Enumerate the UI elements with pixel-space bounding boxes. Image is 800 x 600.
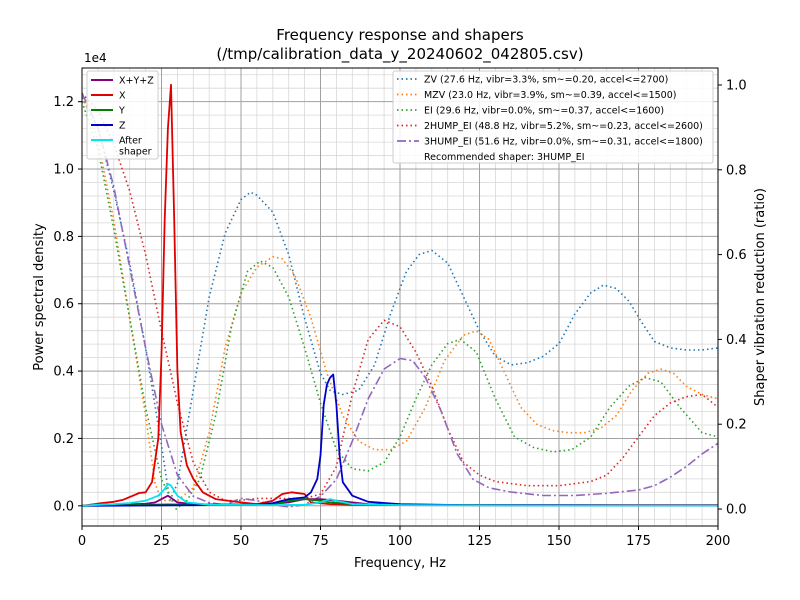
tick-layer: 0 25 50 75 100 125 150 175 200 0.0 0.2 0.4 0.6 0.8 1.0… — [53, 78, 746, 549]
legend-psd-label: Z — [119, 121, 126, 132]
x-tick-label: 100 — [388, 534, 413, 549]
y2-tick-label: 1.0 — [726, 78, 747, 93]
x-tick-label: 175 — [626, 534, 651, 549]
legend-psd-label: X+Y+Z — [119, 76, 154, 87]
y2-tick-label: 0.0 — [726, 503, 747, 518]
legend-shapers-box — [392, 70, 714, 164]
legend-psd-label: shaper — [119, 147, 152, 158]
legend-shaper-label: EI (29.6 Hz, vibr=0.0%, sm~=0.37, accel<… — [424, 106, 664, 117]
legend-shaper-label: ZV (27.6 Hz, vibr=3.3%, sm~=0.20, accel<… — [424, 75, 668, 86]
y2-tick-label: 0.8 — [726, 163, 747, 178]
y-multiplier: 1e4 — [84, 51, 107, 65]
y-tick-label: 0.8 — [53, 230, 74, 245]
legend-shaper-label: MZV (23.0 Hz, vibr=3.9%, sm~=0.39, accel… — [424, 90, 676, 101]
y-tick-label: 1.2 — [53, 95, 74, 110]
shaper-line-4 — [81, 93, 719, 508]
legend-psd-label: X — [119, 91, 126, 102]
y2-tick-label: 0.2 — [726, 418, 747, 433]
legend-psd-label: Y — [118, 106, 125, 117]
series-layer — [81, 83, 719, 510]
legend-psd-label: After — [119, 136, 142, 147]
psd-line-1 — [81, 83, 718, 507]
shaper-line-2 — [81, 101, 719, 510]
psd-line-4 — [81, 483, 718, 507]
x-tick-label: 0 — [78, 534, 86, 549]
x-tick-label: 75 — [312, 534, 329, 549]
psd-line-3 — [81, 373, 719, 507]
x-tick-label: 150 — [547, 534, 572, 549]
x-tick-label: 25 — [153, 534, 170, 549]
y-axis-label: Power spectral density — [32, 223, 47, 371]
legend-shaper-label: 2HUMP_EI (48.8 Hz, vibr=5.2%, sm~=0.23, … — [424, 121, 703, 132]
legend-psd-box — [86, 70, 159, 160]
x-axis-label: Frequency, Hz — [354, 556, 446, 571]
y-tick-label: 1.0 — [53, 163, 74, 178]
legend-shaper-label: 3HUMP_EI (51.6 Hz, vibr=0.0%, sm~=0.31, … — [424, 137, 703, 148]
x-tick-label: 200 — [706, 534, 731, 549]
legend-shapers: ZV (27.6 Hz, vibr=3.3%, sm~=0.20, accel<… — [392, 70, 714, 164]
y2-tick-label: 0.4 — [726, 333, 747, 348]
y-tick-label: 0.0 — [53, 499, 74, 514]
y-tick-label: 0.6 — [53, 297, 74, 312]
shaper-line-0 — [81, 97, 719, 502]
x-tick-label: 125 — [467, 534, 492, 549]
shaper-line-1 — [81, 93, 719, 502]
chart-title: Frequency response and shapers — [276, 26, 524, 44]
y2-axis-label: Shaper vibration reduction (ratio) — [753, 188, 768, 406]
chart-subtitle: (/tmp/calibration_data_y_20240602_042805… — [216, 45, 583, 64]
x-tick-label: 50 — [233, 534, 250, 549]
y-tick-label: 0.2 — [53, 432, 74, 447]
y2-tick-label: 0.6 — [726, 248, 747, 263]
recommended-shaper-label: Recommended shaper: 3HUMP_EI — [424, 152, 585, 163]
y-tick-label: 0.4 — [53, 365, 74, 380]
